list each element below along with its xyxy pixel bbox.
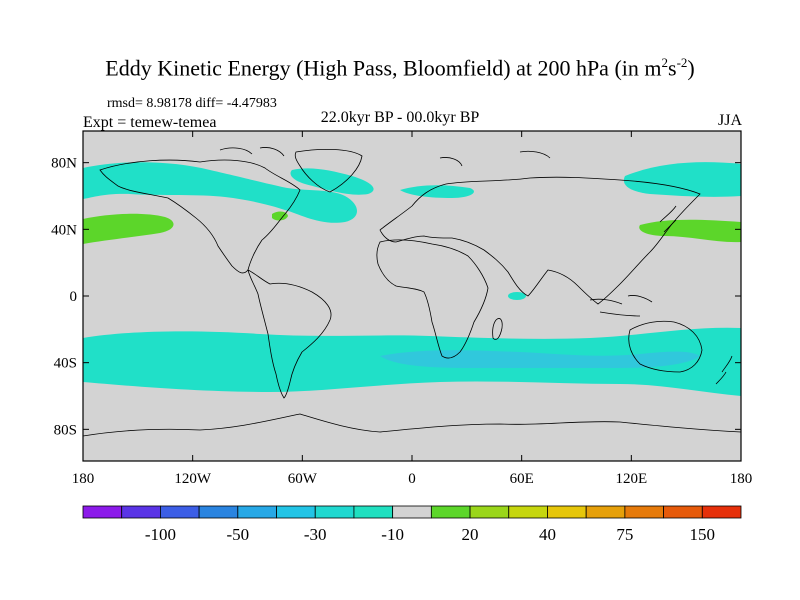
- season-label: JJA: [717, 112, 742, 129]
- colorbar-swatch: [701, 505, 742, 519]
- latitude-axis: 80N 40N 0 40S 80S: [51, 156, 741, 438]
- colorbar-swatch: [82, 505, 123, 519]
- stats-line: rmsd= 8.98178 diff= -4.47983: [107, 96, 277, 111]
- lon-label: 180: [72, 471, 95, 487]
- colorbar-swatch: [547, 505, 587, 519]
- coast-south-america: [247, 269, 332, 399]
- colorbar-swatch: [198, 505, 239, 519]
- colorbar-swatch: [353, 505, 394, 519]
- experiment-label: Expt = temew-temea: [83, 114, 217, 131]
- north-pacific-cyan-region: [83, 162, 358, 223]
- baffin-cyan-region: [400, 185, 474, 198]
- lon-label: 60E: [510, 471, 534, 487]
- coastlines: [83, 147, 741, 437]
- coast-japan: [659, 205, 677, 233]
- coast-new-zealand: [715, 355, 733, 385]
- lon-label: 120W: [174, 471, 212, 487]
- lat-label: 40S: [54, 356, 77, 372]
- lat-label: 0: [70, 289, 78, 305]
- lon-label: 120E: [615, 471, 647, 487]
- coast-madagascar: [492, 318, 503, 340]
- anomaly-fields: [83, 162, 741, 396]
- colorbar-label: -30: [304, 525, 327, 544]
- colorbar-label: -50: [226, 525, 249, 544]
- period-label: 22.0kyr BP - 00.0kyr BP: [320, 109, 480, 126]
- lat-label: 40N: [51, 222, 77, 238]
- colorbar: -100 -50 -30 -10 20 40 75 150: [82, 505, 742, 544]
- colorbar-swatch: [121, 505, 161, 519]
- colorbar-swatch: [314, 505, 355, 519]
- coast-africa: [376, 239, 489, 359]
- lon-label: 180: [730, 471, 753, 487]
- north-pacific-green-region: [83, 213, 174, 244]
- north-atlantic-cyan-region: [290, 168, 374, 195]
- colorbar-label: 150: [690, 525, 716, 544]
- colorbar-swatch: [276, 505, 316, 519]
- colorbar-label: 20: [462, 525, 479, 544]
- coast-indonesia: [589, 295, 653, 317]
- coast-north-america: [99, 159, 301, 274]
- lon-label: 60W: [288, 471, 318, 487]
- colorbar-swatch: [237, 505, 277, 519]
- colorbar-label: -10: [381, 525, 404, 544]
- lat-label: 80S: [54, 422, 77, 438]
- coast-antarctica: [83, 413, 741, 437]
- coast-australia: [628, 320, 703, 373]
- colorbar-swatch: [585, 505, 626, 519]
- map-title: Eddy Kinetic Energy (High Pass, Bloomfie…: [105, 55, 695, 81]
- lat-label: 80N: [51, 156, 77, 172]
- colorbar-swatch: [469, 505, 510, 519]
- colorbar-swatch: [508, 505, 548, 519]
- colorbar-swatch: [663, 505, 703, 519]
- east-siberia-cyan-region: [623, 162, 741, 197]
- colorbar-label: 75: [616, 525, 633, 544]
- colorbar-label: -100: [145, 525, 176, 544]
- coast-greenland: [294, 148, 363, 193]
- longitude-axis: 180 120W 60W 0 60E 120E 180: [72, 131, 753, 487]
- colorbar-swatch: [430, 505, 471, 519]
- north-america-green-spot: [272, 211, 288, 221]
- south-indian-blue-region: [380, 350, 700, 368]
- colorbar-swatch: [624, 505, 664, 519]
- indian-ocean-cyan-spot: [508, 292, 526, 300]
- colorbar-label: 40: [539, 525, 556, 544]
- lon-label: 0: [408, 471, 416, 487]
- colorbar-swatch: [392, 505, 432, 519]
- colorbar-swatch: [160, 505, 200, 519]
- coast-arctic-islands: [219, 147, 551, 167]
- west-pacific-green-region: [639, 219, 741, 243]
